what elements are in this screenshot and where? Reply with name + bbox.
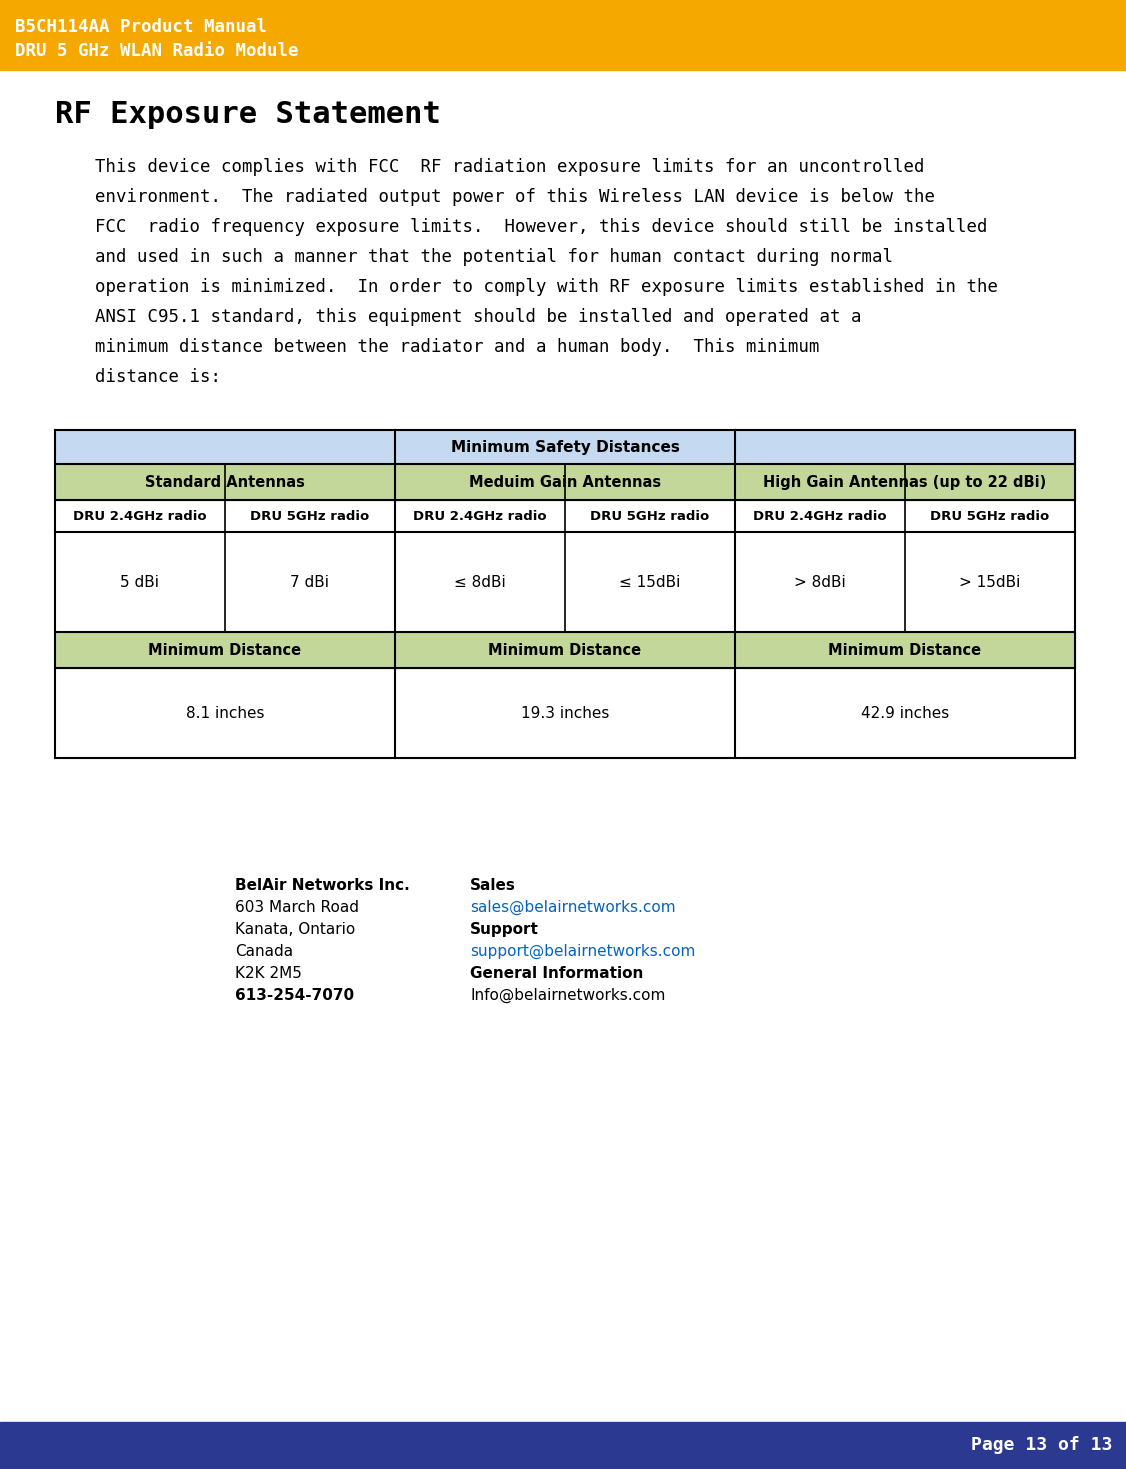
Text: ANSI C95.1 standard, this equipment should be installed and operated at a: ANSI C95.1 standard, this equipment shou… [95,308,861,326]
Text: environment.  The radiated output power of this Wireless LAN device is below the: environment. The radiated output power o… [95,188,935,206]
Text: DRU 5 GHz WLAN Radio Module: DRU 5 GHz WLAN Radio Module [15,43,298,60]
Bar [395,464,735,499]
Bar [735,464,1075,499]
Text: 42.9 inches: 42.9 inches [861,705,949,720]
Bar [0,0,1126,71]
Text: Info@belairnetworks.com: Info@belairnetworks.com [470,989,665,1003]
Text: DRU 5GHz radio: DRU 5GHz radio [250,510,369,523]
Text: High Gain Antennas (up to 22 dBi): High Gain Antennas (up to 22 dBi) [763,474,1047,489]
Text: sales@belairnetworks.com: sales@belairnetworks.com [470,900,676,915]
Text: Kanata, Ontario: Kanata, Ontario [235,923,355,937]
Bar [55,632,395,668]
Text: Support: Support [470,923,539,937]
Text: distance is:: distance is: [95,369,221,386]
Bar [55,430,1075,464]
Text: 603 March Road: 603 March Road [235,900,359,915]
Text: Minimum Distance: Minimum Distance [489,642,642,658]
Text: minimum distance between the radiator and a human body.  This minimum: minimum distance between the radiator an… [95,338,820,355]
Text: 8.1 inches: 8.1 inches [186,705,265,720]
Text: and used in such a manner that the potential for human contact during normal: and used in such a manner that the poten… [95,248,893,266]
Text: Minimum Safety Distances: Minimum Safety Distances [450,439,679,454]
Text: General Information: General Information [470,967,643,981]
Text: Standard Antennas: Standard Antennas [145,474,305,489]
Text: > 15dBi: > 15dBi [959,574,1020,589]
Text: operation is minimized.  In order to comply with RF exposure limits established : operation is minimized. In order to comp… [95,278,998,295]
Text: Canada: Canada [235,945,293,959]
Text: RF Exposure Statement: RF Exposure Statement [55,100,441,129]
Text: 613-254-7070: 613-254-7070 [235,989,354,1003]
Text: Minimum Distance: Minimum Distance [149,642,302,658]
Text: K2K 2M5: K2K 2M5 [235,967,302,981]
Text: B5CH114AA Product Manual: B5CH114AA Product Manual [15,18,267,37]
Text: support@belairnetworks.com: support@belairnetworks.com [470,945,696,959]
Text: BelAir Networks Inc.: BelAir Networks Inc. [235,878,410,893]
Text: ≤ 8dBi: ≤ 8dBi [454,574,506,589]
Text: DRU 5GHz radio: DRU 5GHz radio [590,510,709,523]
Text: This device complies with FCC  RF radiation exposure limits for an uncontrolled: This device complies with FCC RF radiati… [95,159,924,176]
Text: Meduim Gain Antennas: Meduim Gain Antennas [468,474,661,489]
Text: DRU 2.4GHz radio: DRU 2.4GHz radio [73,510,207,523]
Bar [395,632,735,668]
Text: Sales: Sales [470,878,516,893]
Text: Minimum Distance: Minimum Distance [829,642,982,658]
Text: ≤ 15dBi: ≤ 15dBi [619,574,681,589]
Text: 5 dBi: 5 dBi [120,574,160,589]
Text: 19.3 inches: 19.3 inches [521,705,609,720]
Text: Page 13 of 13: Page 13 of 13 [971,1437,1112,1454]
Text: DRU 2.4GHz radio: DRU 2.4GHz radio [753,510,887,523]
Bar [735,632,1075,668]
Text: FCC  radio frequency exposure limits.  However, this device should still be inst: FCC radio frequency exposure limits. How… [95,217,988,237]
Text: DRU 2.4GHz radio: DRU 2.4GHz radio [413,510,547,523]
Bar [55,464,395,499]
Text: 7 dBi: 7 dBi [291,574,330,589]
Text: > 8dBi: > 8dBi [794,574,846,589]
Text: DRU 5GHz radio: DRU 5GHz radio [930,510,1049,523]
Bar [0,1422,1126,1469]
